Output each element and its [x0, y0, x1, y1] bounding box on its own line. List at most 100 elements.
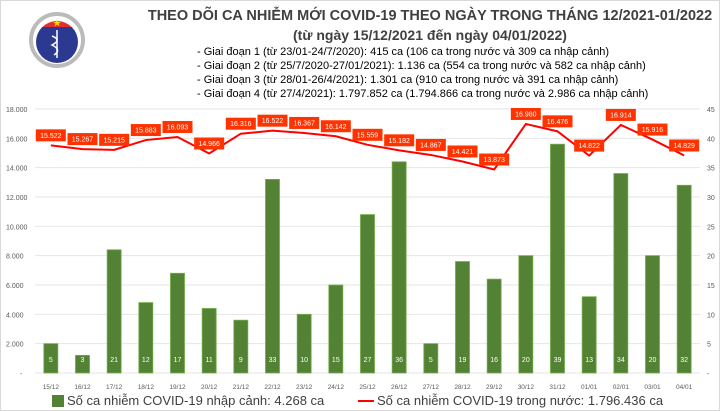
legend-swatch-line: [358, 399, 374, 402]
legend-item-domestic: Số ca nhiễm COVID-19 trong nước: 1.796.4…: [358, 393, 663, 408]
note-phase-4: - Giai đoạn 4 (từ 27/4/2021): 1.797.852 …: [197, 88, 649, 100]
bar-imported: [43, 343, 59, 374]
line-data-label: 15.559: [357, 132, 379, 139]
bar-data-label: 27: [364, 357, 372, 364]
legend-item-imported: Số ca nhiễm COVID-19 nhập cảnh: 4.268 ca: [52, 393, 324, 408]
line-data-label-box: [352, 128, 383, 141]
line-data-label-box: [479, 153, 510, 166]
x-axis-tick-label: 16/12: [74, 384, 91, 391]
line-data-label-box: [130, 124, 161, 137]
line-data-label: 15.916: [642, 127, 664, 134]
x-axis-tick-label: 25/12: [359, 384, 376, 391]
bar-imported: [360, 214, 375, 374]
line-data-label-box: [669, 139, 700, 152]
right-axis-tick-label: 10: [707, 312, 715, 319]
x-axis-tick-label: 28/12: [454, 384, 471, 391]
right-axis-tick-label: 45: [707, 107, 715, 114]
x-axis-tick-label: 20/12: [201, 384, 218, 391]
x-axis-tick-label: 24/12: [328, 384, 345, 391]
left-axis-tick-label: 18.000: [6, 107, 28, 114]
line-data-label-box: [162, 120, 193, 133]
x-axis-tick-label: 23/12: [296, 384, 313, 391]
left-axis-tick-label: -: [20, 371, 23, 378]
line-data-label: 15.182: [388, 138, 410, 145]
bar-data-label: 9: [239, 357, 243, 364]
line-data-label-box: [637, 123, 668, 136]
bar-imported: [233, 319, 249, 374]
note-phase-3: - Giai đoạn 3 (từ 28/01-26/4/2021): 1.30…: [197, 74, 619, 86]
line-data-label: 14.822: [578, 143, 600, 150]
line-data-label: 13.873: [483, 157, 505, 164]
line-data-label-box: [225, 117, 256, 130]
x-axis-tick-label: 30/12: [518, 384, 535, 391]
line-data-label-box: [99, 133, 130, 146]
bar-imported: [75, 354, 90, 374]
legend-swatch-bar: [52, 394, 64, 407]
bar-data-label: 34: [617, 357, 625, 364]
line-data-label-box: [415, 138, 446, 151]
x-axis-tick-label: 22/12: [264, 384, 281, 391]
bar-data-label: 12: [142, 357, 150, 364]
line-data-label-box: [605, 108, 636, 121]
bar-data-label: 17: [174, 357, 182, 364]
right-axis-tick-label: -: [707, 371, 710, 378]
line-data-label: 16.093: [167, 124, 189, 131]
bar-data-label: 11: [206, 357, 213, 364]
bar-imported: [170, 272, 185, 374]
x-axis-tick-label: 03/01: [644, 384, 661, 391]
line-data-label: 14.966: [198, 141, 220, 148]
line-data-label: 16.142: [325, 124, 347, 131]
x-axis-tick-label: 04/01: [676, 384, 693, 391]
line-data-label-box: [384, 134, 415, 147]
bar-data-label: 32: [680, 357, 688, 364]
x-axis-tick-label: 27/12: [423, 384, 440, 391]
x-axis-tick-label: 21/12: [233, 384, 250, 391]
bar-imported: [581, 296, 597, 374]
line-data-label: 15.522: [40, 133, 62, 140]
x-axis-tick-label: 31/12: [549, 384, 566, 391]
line-data-label: 16.522: [262, 118, 284, 125]
line-data-label-box: [257, 114, 288, 127]
line-data-label-box: [574, 139, 605, 152]
right-axis-tick-label: 15: [707, 283, 715, 290]
line-data-label: 14.421: [452, 149, 474, 156]
line-data-label: 16.914: [610, 112, 632, 119]
x-axis-tick-label: 26/12: [391, 384, 408, 391]
bar-data-label: 36: [395, 357, 403, 364]
note-phase-1: - Giai đoạn 1 (từ 23/01-24/7/2020): 415 …: [197, 46, 610, 58]
line-data-label-box: [320, 120, 351, 133]
x-axis-tick-label: 15/12: [43, 384, 60, 391]
x-axis-tick-label: 17/12: [106, 384, 123, 391]
bar-data-label: 10: [300, 357, 308, 364]
line-data-label-box: [510, 107, 541, 120]
left-axis-tick-label: 14.000: [6, 166, 28, 173]
note-phase-2: - Giai đoạn 2 (từ 25/7/2020-27/01/2021):…: [197, 60, 646, 72]
bar-imported: [138, 302, 154, 374]
x-axis-tick-label: 02/01: [613, 384, 630, 391]
left-axis-tick-label: 6.000: [6, 283, 24, 290]
bar-imported: [296, 313, 312, 374]
left-axis-tick-label: 12.000: [6, 195, 28, 202]
right-axis-tick-label: 40: [707, 136, 715, 143]
x-axis-tick-label: 01/01: [581, 384, 598, 391]
x-axis-tick-label: 19/12: [169, 384, 186, 391]
bar-data-label: 16: [490, 357, 498, 364]
bar-data-label: 39: [554, 357, 562, 364]
line-data-label: 14.867: [420, 142, 442, 149]
right-axis-tick-label: 20: [707, 254, 715, 261]
left-axis-tick-label: 16.000: [6, 136, 28, 143]
line-data-label: 16.367: [293, 120, 315, 127]
line-data-label: 15.215: [103, 137, 125, 144]
bar-imported: [423, 343, 439, 374]
line-data-label: 16.316: [230, 121, 252, 128]
line-data-label: 15.883: [135, 128, 157, 135]
line-data-label-box: [194, 137, 225, 150]
line-data-label-box: [542, 115, 573, 128]
bar-data-label: 19: [459, 357, 467, 364]
bar-data-label: 13: [585, 357, 593, 364]
chart-subtitle: (từ ngày 15/12/2021 đến ngày 04/01/2022): [293, 27, 567, 43]
x-axis-tick-label: 18/12: [138, 384, 155, 391]
bar-imported: [645, 255, 660, 374]
right-axis-tick-label: 5: [707, 342, 711, 349]
